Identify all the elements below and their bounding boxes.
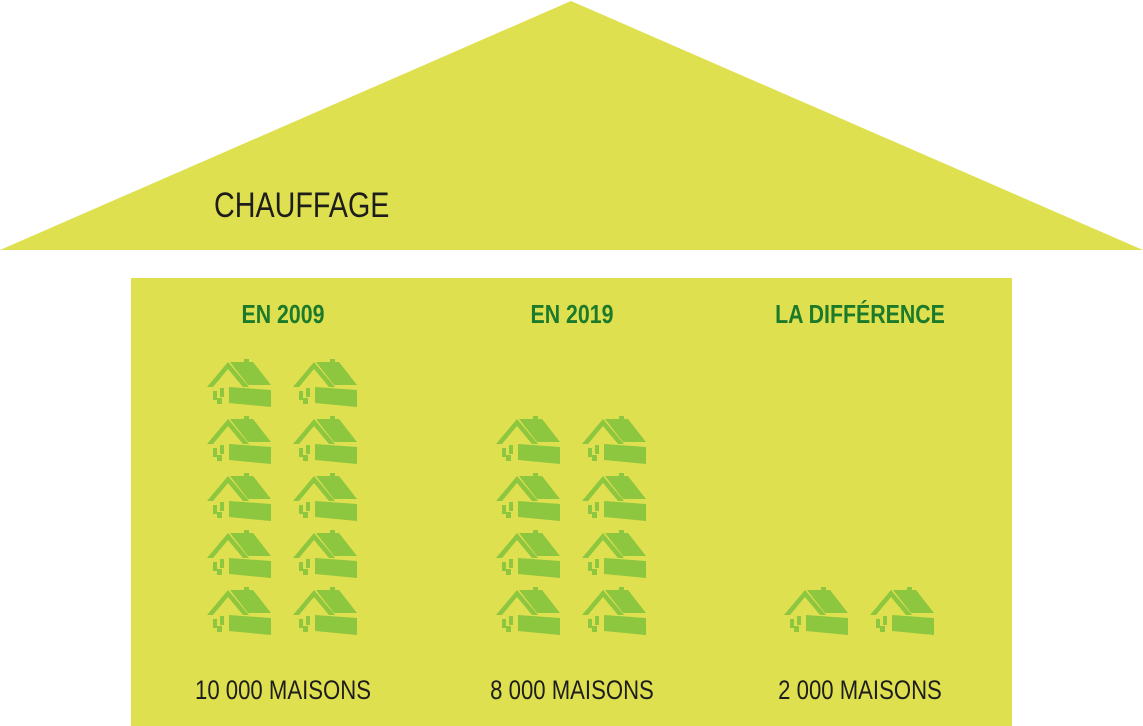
column-caption-2019: 8 000 MAISONS [490, 675, 654, 705]
column-title-2009: EN 2009 [241, 299, 325, 329]
roof-triangle [0, 1, 1143, 250]
chart-title: CHAUFFAGE [214, 186, 390, 225]
roof-shape [0, 1, 1143, 250]
column-title-difference: LA DIFFÉRENCE [775, 299, 945, 329]
column-caption-difference: 2 000 MAISONS [778, 675, 942, 705]
chart-panel [131, 278, 1012, 726]
column-title-2019: EN 2019 [530, 299, 614, 329]
column-caption-2009: 10 000 MAISONS [195, 675, 371, 705]
